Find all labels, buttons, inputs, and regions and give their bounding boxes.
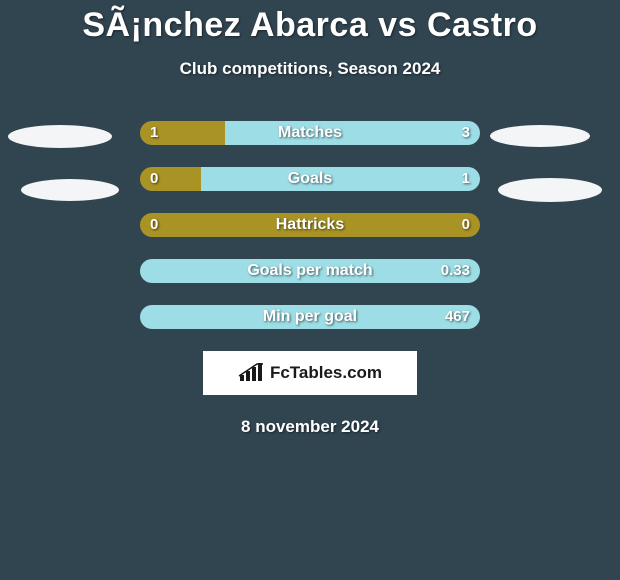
stat-value-right: 0.33	[441, 259, 470, 283]
stat-row: Goals per match0.33	[0, 259, 620, 283]
stat-value-left: 0	[150, 213, 158, 237]
bar-right	[140, 305, 480, 329]
page-subtitle: Club competitions, Season 2024	[0, 59, 620, 79]
bar-right	[201, 167, 480, 191]
stat-value-left: 1	[150, 121, 158, 145]
stat-value-right: 3	[462, 121, 470, 145]
comparison-container: SÃ¡nchez Abarca vs Castro Club competiti…	[0, 0, 620, 437]
stat-value-right: 0	[462, 213, 470, 237]
bar-track	[140, 305, 480, 329]
bar-left	[140, 213, 480, 237]
bar-track	[140, 213, 480, 237]
stat-row: Goals01	[0, 167, 620, 191]
stat-row: Matches13	[0, 121, 620, 145]
logo-text: FcTables.com	[270, 363, 382, 383]
bar-right	[225, 121, 480, 145]
logo-chart-icon	[238, 363, 264, 383]
bar-track	[140, 259, 480, 283]
stat-rows: Matches13Goals01Hattricks00Goals per mat…	[0, 121, 620, 329]
stat-value-right: 1	[462, 167, 470, 191]
bar-track	[140, 167, 480, 191]
stat-value-right: 467	[445, 305, 470, 329]
bar-track	[140, 121, 480, 145]
logo-box: FcTables.com	[203, 351, 417, 395]
stat-value-left: 0	[150, 167, 158, 191]
date-label: 8 november 2024	[0, 417, 620, 437]
bar-right	[140, 259, 480, 283]
stat-row: Min per goal467	[0, 305, 620, 329]
stat-row: Hattricks00	[0, 213, 620, 237]
page-title: SÃ¡nchez Abarca vs Castro	[0, 6, 620, 45]
